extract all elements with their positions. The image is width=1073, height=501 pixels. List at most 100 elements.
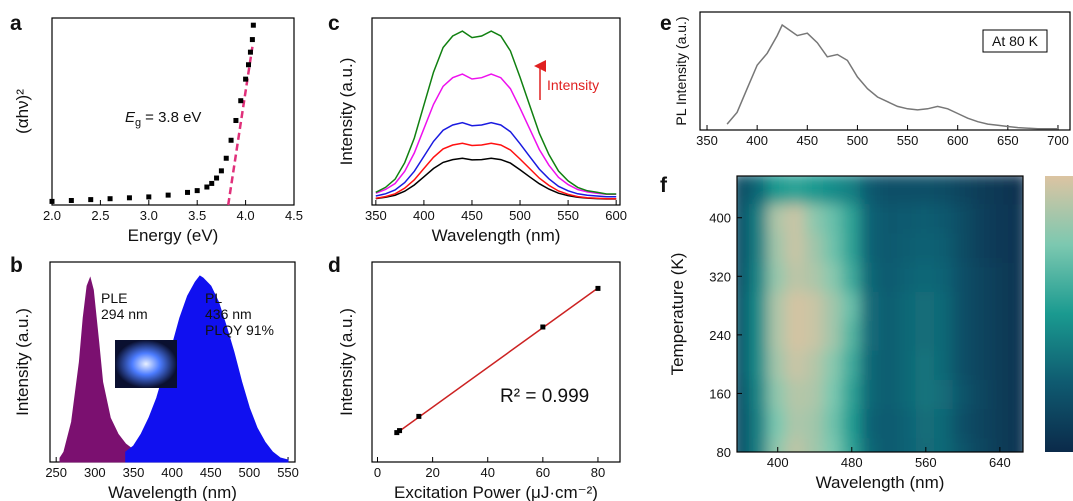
y-axis-label: Intensity (a.u.): [337, 58, 356, 166]
line: [375, 121, 617, 198]
heatmap-cell: [878, 289, 900, 322]
heatmap-cell: [860, 260, 881, 292]
heatmap-cell: [841, 319, 863, 351]
data-point: [88, 197, 94, 203]
heatmap-cell: [748, 176, 770, 205]
heatmap-cell: [915, 260, 937, 292]
heatmap-cell: [737, 377, 751, 410]
line: [726, 23, 1058, 130]
heatmap-cell: [989, 436, 1011, 452]
heatmap-cell: [878, 407, 900, 439]
plot-frame: [51, 17, 295, 206]
heatmap-cell: [804, 289, 826, 322]
x-tick-label: 60: [536, 465, 550, 480]
heatmap-cell: [804, 202, 826, 234]
panel-label: f: [660, 174, 668, 197]
heatmap-cell: [1008, 176, 1023, 205]
heatmap-cell: [897, 407, 918, 439]
heatmap-cell: [841, 231, 863, 263]
heatmap-cell: [748, 231, 770, 263]
panel-label: d: [328, 254, 341, 277]
x-axis-label: Wavelength (nm): [432, 226, 561, 245]
x-tick-label: 700: [1047, 133, 1069, 148]
annotation: 294 nm: [101, 306, 148, 322]
heatmap-cell: [823, 407, 844, 439]
heatmap-cell: [737, 176, 751, 205]
heatmap-cell: [748, 436, 770, 452]
line: [375, 142, 617, 200]
heatmap-cell: [971, 377, 992, 410]
heatmap-cell: [748, 377, 770, 410]
heatmap-cell: [897, 319, 918, 351]
heatmap-cell: [915, 176, 937, 205]
heatmap-cell: [971, 407, 992, 439]
heatmap-cell: [823, 202, 844, 234]
heatmap-cell: [767, 377, 788, 410]
heatmap-cell: [989, 377, 1011, 410]
heatmap-cell: [915, 319, 937, 351]
heatmap-cell: [841, 202, 863, 234]
heatmap-cell: [1008, 289, 1023, 322]
heatmap-cell: [878, 231, 900, 263]
x-tick-label: 400: [767, 455, 789, 470]
annotation: PLE: [101, 290, 127, 306]
line: [375, 73, 617, 196]
heatmap-cell: [878, 202, 900, 234]
heatmap-cell: [915, 436, 937, 452]
heatmap-cell: [841, 260, 863, 292]
heatmap-cell: [952, 289, 974, 322]
heatmap-cell: [767, 407, 788, 439]
heatmap-cell: [952, 436, 974, 452]
x-tick-label: 500: [239, 465, 261, 480]
x-axis-label: Wavelength (nm): [816, 473, 945, 492]
heatmap-cell: [823, 319, 844, 351]
heatmap-cell: [878, 436, 900, 452]
heatmap-cell: [785, 289, 807, 322]
panel-label: c: [328, 12, 340, 35]
annotation: PL: [205, 290, 222, 306]
x-tick-label: 0: [374, 465, 381, 480]
panel-label: a: [10, 12, 22, 35]
heatmap-cell: [767, 348, 788, 380]
heatmap-cell: [737, 260, 751, 292]
line: [375, 157, 617, 200]
heatmap-cell: [915, 231, 937, 263]
heatmap-cell: [767, 231, 788, 263]
heatmap-cell: [915, 407, 937, 439]
annotation-text: = 3.8 eV: [145, 109, 201, 126]
data-point: [228, 137, 234, 143]
annotation: 436 nm: [205, 306, 252, 322]
heatmap-cell: [748, 289, 770, 322]
y-axis-label: Intensity (a.u.): [337, 308, 356, 416]
heatmap-cell: [971, 348, 992, 380]
heatmap-cell: [989, 319, 1011, 351]
data-point: [185, 189, 191, 195]
plot-frame: [371, 261, 621, 463]
data-point: [194, 188, 200, 194]
y-axis-label: PL Intensity (a.u.): [673, 16, 689, 125]
plot-frame: [371, 17, 621, 206]
heatmap-cell: [737, 231, 751, 263]
data-point: [394, 430, 400, 436]
heatmap-cell: [915, 348, 937, 380]
panel-label: e: [660, 12, 672, 35]
heatmap-cell: [804, 176, 826, 205]
x-tick-label: 350: [696, 133, 718, 148]
y-axis-label: Intensity (a.u.): [13, 308, 32, 416]
y-tick-label: 160: [709, 386, 731, 401]
subscript: g: [135, 117, 141, 129]
heatmap-cell: [785, 176, 807, 205]
heatmap-cell: [897, 176, 918, 205]
heatmap-cell: [989, 289, 1011, 322]
heatmap-cell: [971, 319, 992, 351]
heatmap-cell: [748, 260, 770, 292]
heatmap-cell: [934, 176, 955, 205]
heatmap-cell: [785, 231, 807, 263]
y-axis-label: (αhν)²: [13, 89, 32, 134]
x-tick-label: 300: [84, 465, 106, 480]
annotation: Eg = 3.8 eV: [125, 109, 201, 129]
annotation-box: [982, 29, 1048, 53]
heatmap-cell: [841, 436, 863, 452]
heatmap-cell: [804, 436, 826, 452]
heatmap-cell: [823, 231, 844, 263]
